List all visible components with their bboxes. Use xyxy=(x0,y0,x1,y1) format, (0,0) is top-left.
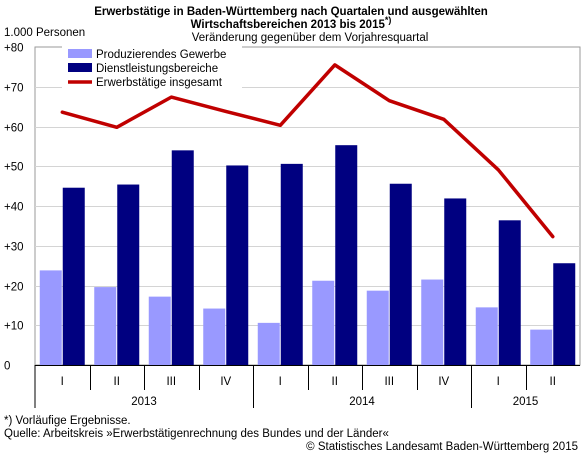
bar xyxy=(117,184,140,365)
y-tick-label: +10 xyxy=(4,321,24,333)
y-tick-label: +30 xyxy=(4,242,24,254)
bar xyxy=(335,145,358,365)
year-label: 2015 xyxy=(513,396,539,408)
x-tick-label: II xyxy=(332,376,338,388)
legend-label: Dienstleistungsbereiche xyxy=(96,63,218,75)
year-label: 2014 xyxy=(349,396,375,408)
x-tick-label: III xyxy=(384,376,394,388)
bar xyxy=(444,198,467,365)
bar xyxy=(39,270,62,365)
y-axis-label: 1.000 Personen xyxy=(4,27,85,39)
bar xyxy=(498,220,521,365)
bar xyxy=(94,287,117,365)
x-tick-label: II xyxy=(114,376,120,388)
y-tick-label: +60 xyxy=(4,123,24,135)
year-label: 2013 xyxy=(131,396,157,408)
y-tick-label: +80 xyxy=(4,43,24,55)
bar xyxy=(475,307,498,365)
bar xyxy=(366,290,389,365)
legend-swatch xyxy=(68,63,92,72)
bar xyxy=(226,165,249,365)
bar xyxy=(389,183,412,365)
x-tick-label: IV xyxy=(438,376,449,388)
bar xyxy=(203,308,226,365)
bar xyxy=(421,279,444,365)
bar xyxy=(257,322,280,365)
bar xyxy=(312,280,335,365)
y-tick-label: +20 xyxy=(4,282,24,294)
legend: Produzierendes Gewerbe Dienstleistungsber… xyxy=(62,46,242,92)
chart-title-line-1: Erwerbstätige in Baden-Württemberg nach … xyxy=(94,6,488,18)
legend-swatch xyxy=(68,49,92,58)
legend-label: Erwerbstätige insgesamt xyxy=(96,77,223,89)
bars xyxy=(39,145,576,365)
source-note: Quelle: Arbeitskreis »Erwerbstätigenrech… xyxy=(4,428,389,440)
y-axis-ticks: 0 +10 +20 +30 +40 +50 +60 +70 +80 xyxy=(4,43,24,373)
chart-title-line-2: Wirtschaftsbereichen 2013 bis 2015*) xyxy=(191,15,392,31)
bar xyxy=(148,296,171,365)
copyright-note: © Statistisches Landesamt Baden-Württemb… xyxy=(306,441,578,453)
total-line-path xyxy=(60,63,555,239)
total-line xyxy=(60,63,555,239)
x-tick-label: II xyxy=(550,376,556,388)
bar xyxy=(62,187,85,365)
x-tick-label: I xyxy=(61,376,64,388)
x-tick-label: I xyxy=(279,376,282,388)
x-tick-label: III xyxy=(166,376,176,388)
chart-subtitle: Veränderung gegenüber dem Vorjahresquart… xyxy=(192,32,429,44)
x-tick-label: I xyxy=(497,376,500,388)
bar xyxy=(171,150,194,365)
footnote-preliminary: *) Vorläufige Ergebnisse. xyxy=(4,415,131,427)
bar xyxy=(553,263,576,365)
y-tick-label: +50 xyxy=(4,162,24,174)
title-footnote-mark: *) xyxy=(385,15,392,25)
y-tick-label: +40 xyxy=(4,202,24,214)
y-tick-label: 0 xyxy=(4,361,10,373)
x-tick-label: IV xyxy=(220,376,231,388)
bar xyxy=(280,163,303,365)
legend-label: Produzierendes Gewerbe xyxy=(96,49,226,61)
y-tick-label: +70 xyxy=(4,83,24,95)
bar xyxy=(530,329,553,365)
